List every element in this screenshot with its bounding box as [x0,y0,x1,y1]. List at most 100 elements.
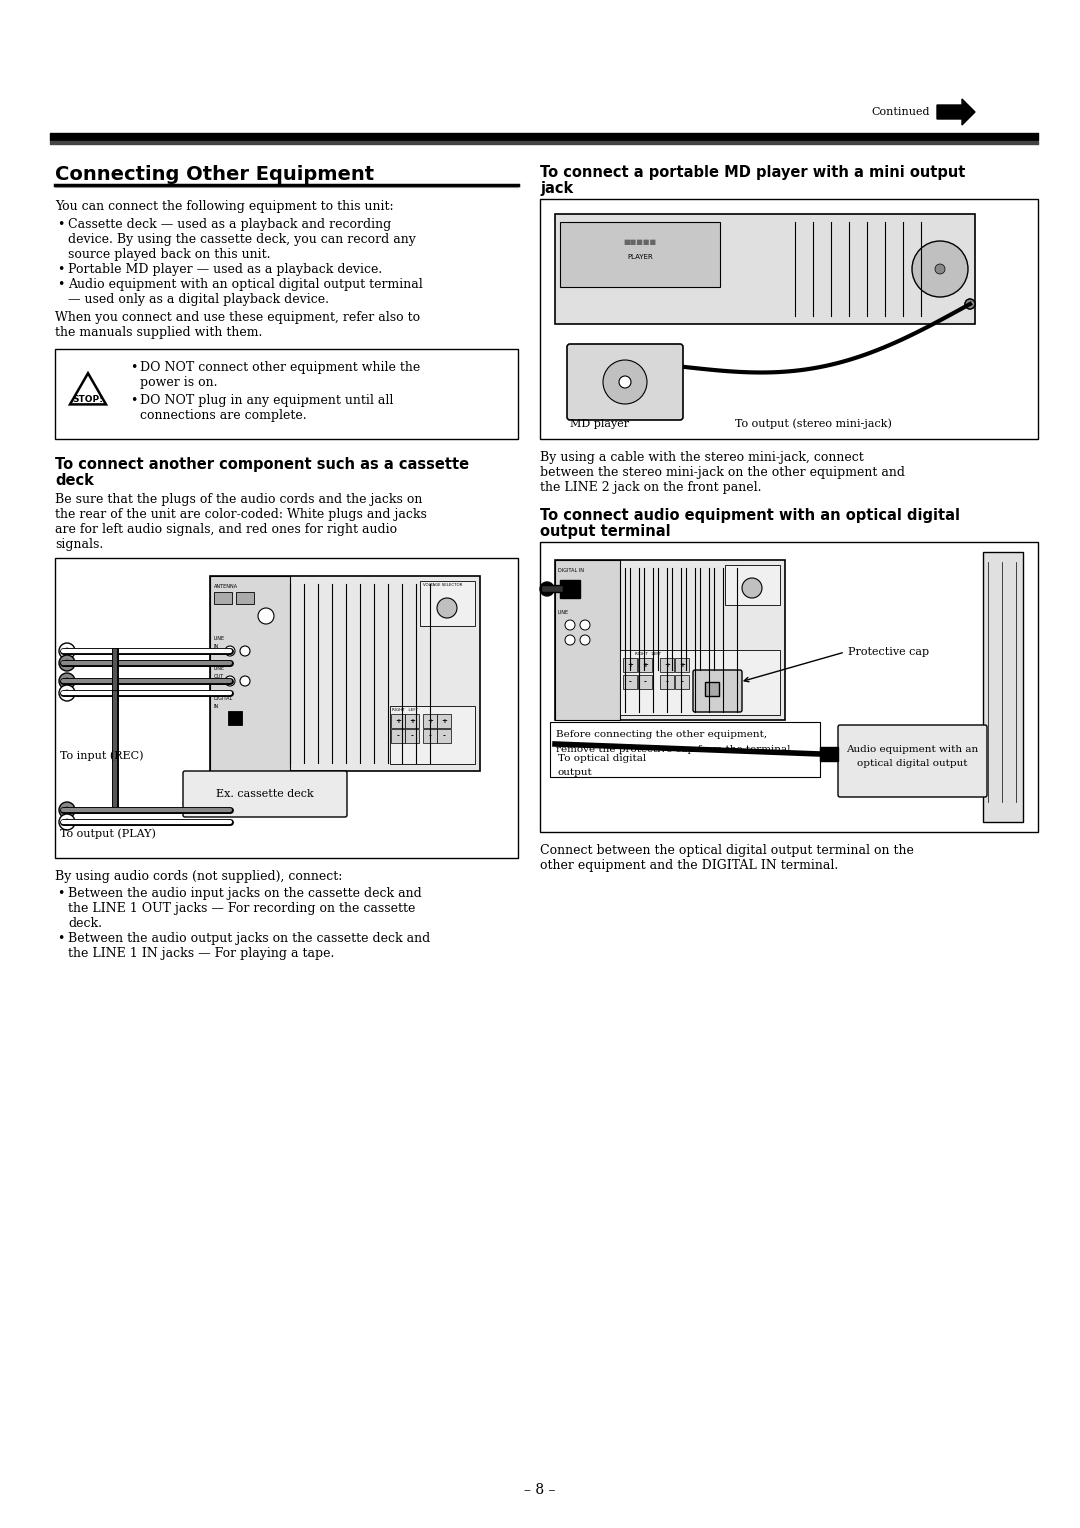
Circle shape [59,802,75,817]
FancyBboxPatch shape [540,542,1038,833]
Bar [705,681,719,695]
Bar [555,559,785,720]
Text: You can connect the following equipment to this unit:: You can connect the following equipment … [55,200,393,212]
Bar [660,675,674,689]
Text: remove the protective cap from the terminal.: remove the protective cap from the termi… [556,746,794,753]
Text: +: + [441,718,447,724]
Bar [437,714,451,727]
Text: +: + [643,662,648,668]
Bar [390,706,475,764]
Text: To connect audio equipment with an optical digital: To connect audio equipment with an optic… [540,507,960,523]
Bar [555,214,975,324]
Text: optical digital output: optical digital output [858,759,968,769]
Text: To output (stereo mini-jack): To output (stereo mini-jack) [735,419,892,429]
Text: +: + [627,662,633,668]
Bar [423,729,437,743]
Circle shape [64,819,70,825]
Bar [391,729,405,743]
Text: the LINE 1 IN jacks — For playing a tape.: the LINE 1 IN jacks — For playing a tape… [68,947,335,960]
Text: Protective cap: Protective cap [848,646,929,657]
Text: connections are complete.: connections are complete. [140,410,307,422]
Text: •: • [57,263,65,277]
Text: other equipment and the DIGITAL IN terminal.: other equipment and the DIGITAL IN termi… [540,859,838,872]
Text: Before connecting the other equipment,: Before connecting the other equipment, [556,730,767,740]
Text: •: • [130,394,137,406]
Polygon shape [937,99,975,125]
Text: ■■■■■: ■■■■■ [623,238,657,244]
Bar [638,675,652,689]
Text: Ex. cassette deck: Ex. cassette deck [216,788,314,799]
Bar [210,576,291,772]
Text: -: - [396,733,400,740]
Text: DO NOT connect other equipment while the: DO NOT connect other equipment while the [140,361,420,374]
Circle shape [64,691,70,695]
Bar [237,591,254,604]
Circle shape [64,678,70,685]
Text: RIGHT   LEFT: RIGHT LEFT [635,652,661,656]
Text: MD player: MD player [570,419,630,429]
Text: OUT: OUT [214,674,225,678]
FancyBboxPatch shape [550,723,820,778]
Bar [423,714,437,727]
Text: Connecting Other Equipment: Connecting Other Equipment [55,165,374,183]
Bar [623,675,637,689]
Text: -: - [680,678,684,685]
Text: DIGITAL IN: DIGITAL IN [558,568,584,573]
FancyBboxPatch shape [540,199,1038,439]
Text: STOP!: STOP! [72,394,104,403]
Text: •: • [57,886,65,900]
Bar [675,675,689,689]
Text: LINE: LINE [214,666,225,671]
Text: Continued: Continued [872,107,930,118]
Text: ANTENNA: ANTENNA [214,584,238,588]
Text: — used only as a digital playback device.: — used only as a digital playback device… [68,293,329,306]
Circle shape [240,646,249,656]
FancyBboxPatch shape [183,772,347,817]
FancyBboxPatch shape [838,724,987,798]
Text: DO NOT plug in any equipment until all: DO NOT plug in any equipment until all [140,394,393,406]
Circle shape [64,807,70,813]
Circle shape [565,620,575,630]
Text: PLAYER: PLAYER [627,254,653,260]
Text: +: + [679,662,685,668]
Circle shape [912,241,968,296]
Text: -: - [429,733,431,740]
Text: deck: deck [55,474,94,487]
Text: Connect between the optical digital output terminal on the: Connect between the optical digital outp… [540,843,914,857]
Bar [820,747,838,761]
Bar [983,552,1023,822]
Circle shape [619,376,631,388]
Bar [561,581,580,597]
Circle shape [59,656,75,671]
Circle shape [225,675,235,686]
Text: the rear of the unit are color-coded: White plugs and jacks: the rear of the unit are color-coded: Wh… [55,507,427,521]
Text: -: - [665,678,669,685]
Text: To connect another component such as a cassette: To connect another component such as a c… [55,457,469,472]
Bar [620,649,780,715]
Bar [210,576,480,772]
Text: +: + [409,718,415,724]
Text: LINE: LINE [214,636,225,642]
Text: +: + [395,718,401,724]
Text: •: • [130,361,137,374]
Text: VOLTAGE SELECTOR: VOLTAGE SELECTOR [423,584,462,587]
Circle shape [966,299,975,309]
FancyBboxPatch shape [55,348,518,439]
FancyBboxPatch shape [55,558,518,859]
Text: signals.: signals. [55,538,104,552]
Text: power is on.: power is on. [140,376,217,390]
Text: -: - [443,733,445,740]
Text: Between the audio input jacks on the cassette deck and: Between the audio input jacks on the cas… [68,886,422,900]
Text: •: • [57,932,65,944]
Text: •: • [57,219,65,231]
Text: -: - [629,678,632,685]
Bar [660,659,674,672]
Text: output terminal: output terminal [540,524,671,539]
Text: device. By using the cassette deck, you can record any: device. By using the cassette deck, you … [68,232,416,246]
Bar [405,729,419,743]
Text: Cassette deck — used as a playback and recording: Cassette deck — used as a playback and r… [68,219,391,231]
Circle shape [540,582,554,596]
Text: •: • [57,278,65,290]
Text: source played back on this unit.: source played back on this unit. [68,248,270,261]
Text: RIGHT   LEFT: RIGHT LEFT [392,707,418,712]
